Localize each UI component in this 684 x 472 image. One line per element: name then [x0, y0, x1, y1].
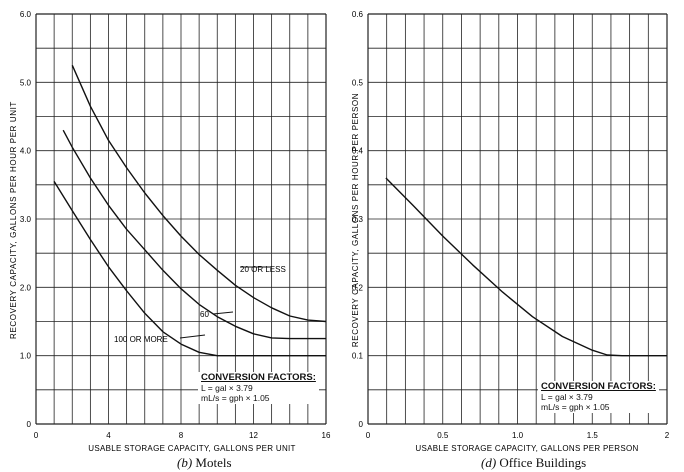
motels-series-line-20-or-less — [71, 65, 327, 323]
motels-y-tick-label: 3.0 — [20, 215, 32, 224]
office-y-tick-label: 0 — [359, 420, 364, 429]
motels-conversion-title: CONVERSION FACTORS: — [201, 372, 316, 383]
motels-caption-text: Motels — [195, 455, 232, 470]
motels-x-tick-label: 8 — [179, 431, 184, 440]
office-y-tick-label: 0.4 — [352, 147, 364, 156]
motels-caption: (b) Motels — [177, 455, 232, 471]
motels-curve-label: 100 OR MORE — [114, 335, 168, 344]
motels-y-tick-label: 4.0 — [20, 147, 32, 156]
office-caption-letter: (d) — [481, 455, 497, 470]
motels-x-tick-label: 12 — [249, 431, 258, 440]
office-x-axis-label: USABLE STORAGE CAPACITY, GALLONS PER PER… — [415, 444, 638, 453]
motels-series-line-60 — [62, 129, 326, 340]
motels-conversion-line1: L = gal × 3.79 — [201, 383, 253, 393]
office-grid — [367, 13, 668, 425]
office-caption-text: Office Buildings — [499, 455, 587, 470]
office-x-tick-label: 1.5 — [587, 431, 599, 440]
office-conversion-line1: L = gal × 3.79 — [541, 392, 593, 402]
office-conversion-line2: mL/s = gph × 1.05 — [541, 402, 610, 412]
motels-y-tick-label: 0 — [27, 420, 32, 429]
office-x-tick-label: 1.0 — [512, 431, 524, 440]
motels-y-tick-label: 1.0 — [20, 352, 32, 361]
motels-caption-letter: (b) — [177, 455, 193, 470]
office-y-axis-label: RECOVERY CAPACITY, GALLONS PER HOUR PER … — [351, 93, 360, 347]
motels-curve-label: 20 OR LESS — [240, 265, 286, 274]
office-y-tick-label: 0.5 — [352, 78, 364, 87]
motels-curve-label-leader — [212, 311, 234, 315]
office-conversion-box: CONVERSION FACTORS: L = gal × 3.79 mL/s … — [538, 381, 659, 413]
motels-curve-label: 60 — [200, 310, 209, 319]
motels-conversion-line2: mL/s = gph × 1.05 — [201, 393, 270, 403]
motels-y-tick-label: 2.0 — [20, 283, 32, 292]
office-x-tick-label: 0 — [366, 431, 371, 440]
motels-x-axis-label: USABLE STORAGE CAPACITY, GALLONS PER UNI… — [88, 444, 295, 453]
motels-x-tick-label: 0 — [34, 431, 39, 440]
office-y-tick-label: 0.6 — [352, 10, 364, 19]
motels-conversion-box: CONVERSION FACTORS: L = gal × 3.79 mL/s … — [198, 372, 319, 404]
motels-x-tick-label: 16 — [322, 431, 331, 440]
office-y-tick-label: 0.2 — [352, 283, 364, 292]
motels-y-axis-label: RECOVERY CAPACITY, GALLONS PER HOUR PER … — [9, 101, 18, 339]
office-buildings-chart: RECOVERY CAPACITY, GALLONS PER HOUR PER … — [351, 10, 670, 453]
office-x-tick-label: 0.5 — [437, 431, 449, 440]
motels-x-tick-label: 4 — [106, 431, 111, 440]
motels-chart: RECOVERY CAPACITY, GALLONS PER HOUR PER … — [9, 10, 331, 453]
motels-y-tick-label: 6.0 — [20, 10, 32, 19]
motels-y-tick-label: 5.0 — [20, 78, 32, 87]
motels-curve-label-leader — [179, 334, 206, 339]
office-y-tick-label: 0.3 — [352, 215, 364, 224]
office-series-line-1 — [385, 177, 667, 357]
motels-series-line-100-or-more — [53, 181, 326, 357]
office-x-tick-label: 2 — [665, 431, 670, 440]
office-caption: (d) Office Buildings — [481, 455, 586, 471]
motels-grid — [35, 13, 327, 425]
office-conversion-title: CONVERSION FACTORS: — [541, 381, 656, 392]
office-y-tick-label: 0.1 — [352, 352, 364, 361]
